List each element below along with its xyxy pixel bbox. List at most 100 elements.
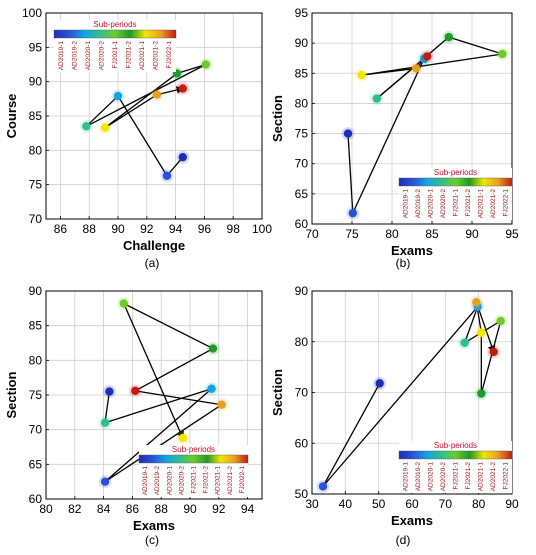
x-tick-label: 70 bbox=[439, 497, 453, 511]
data-point bbox=[217, 400, 226, 409]
trajectory-segment bbox=[134, 347, 214, 392]
trajectory-segment bbox=[104, 404, 223, 483]
trajectory-segment bbox=[104, 391, 111, 423]
y-tick-label: 90 bbox=[29, 75, 43, 89]
legend-background bbox=[54, 20, 176, 72]
legend-background bbox=[139, 445, 248, 497]
legend-label: AD2021-1 bbox=[139, 41, 146, 71]
data-point bbox=[375, 379, 384, 388]
x-tick-label: 95 bbox=[505, 227, 519, 241]
trajectory-segment bbox=[135, 390, 222, 406]
legend-label: AD2019-1 bbox=[402, 462, 409, 492]
chart-panel-b: 70 75 80 85 90 95 60 65 70 75 80 85 90 95 Exams Section… bbox=[270, 6, 519, 258]
y-tick-label: 80 bbox=[295, 335, 309, 349]
legend-label: AD2021-2 bbox=[153, 41, 160, 71]
data-point bbox=[357, 70, 366, 80]
x-tick-label: 100 bbox=[252, 222, 272, 236]
trajectory-segment bbox=[322, 306, 479, 487]
legend-label: AD2019-2 bbox=[415, 462, 422, 492]
trajectory-segment bbox=[176, 63, 207, 75]
y-tick-label: 70 bbox=[29, 423, 43, 437]
legend-colorbar bbox=[53, 29, 177, 39]
y-tick-label: 90 bbox=[29, 284, 43, 298]
data-point bbox=[208, 344, 218, 353]
x-tick-label: 30 bbox=[305, 497, 319, 511]
y-tick-label: 85 bbox=[29, 319, 43, 333]
legend: Sub-periods AD2019-1 AD2019-2 AD2020-1 AD202… bbox=[398, 441, 513, 493]
x-tick-label: 90 bbox=[183, 502, 197, 516]
trajectory-segment bbox=[448, 36, 503, 55]
trajectory-segment bbox=[123, 302, 214, 350]
y-tick-label: 65 bbox=[29, 457, 43, 471]
legend-label: AD2019-1 bbox=[402, 189, 409, 219]
data-point bbox=[162, 171, 172, 180]
data-point bbox=[477, 328, 486, 337]
trajectory-segment bbox=[123, 303, 184, 440]
data-point bbox=[489, 347, 498, 357]
legend-label: AD2021-2 bbox=[227, 466, 234, 496]
legend-label: AD2019-1 bbox=[142, 466, 149, 496]
trajectory-segment bbox=[352, 58, 425, 214]
y-tick-label: 80 bbox=[29, 143, 43, 157]
data-point bbox=[131, 386, 140, 396]
data-point bbox=[348, 208, 357, 218]
legend-label: AD2019-1 bbox=[58, 41, 65, 71]
y-tick-label: 80 bbox=[295, 96, 309, 110]
data-point bbox=[477, 389, 486, 398]
x-axis-title: Exams bbox=[391, 243, 433, 258]
data-point bbox=[372, 94, 381, 103]
y-tick-label: 70 bbox=[29, 212, 43, 226]
legend-label: FJ2022-1 bbox=[503, 462, 510, 490]
legend-label: AD2020-2 bbox=[98, 41, 105, 71]
y-tick-label: 75 bbox=[29, 388, 43, 402]
x-tick-label: 75 bbox=[345, 227, 359, 241]
legend: Sub-periods AD2019-1 AD2019-2 AD2020-1 AD202… bbox=[53, 20, 177, 72]
y-tick-label: 75 bbox=[295, 127, 309, 141]
y-tick-label: 60 bbox=[295, 436, 309, 450]
legend-label: FJ2021-1 bbox=[453, 189, 460, 217]
trajectory-segment bbox=[85, 95, 119, 127]
legend-label: AD2020-2 bbox=[178, 466, 185, 496]
data-point bbox=[100, 418, 110, 427]
data-point bbox=[423, 52, 432, 61]
x-tick-label: 86 bbox=[54, 222, 68, 236]
legend-label: AD2020-1 bbox=[427, 189, 434, 219]
y-tick-label: 70 bbox=[295, 386, 309, 400]
legend-label: FJ2021-1 bbox=[112, 41, 119, 69]
x-tick-label: 60 bbox=[405, 497, 419, 511]
y-axis-title: Course bbox=[4, 94, 19, 139]
x-axis-title: Exams bbox=[391, 513, 433, 528]
legend-label: AD2020-1 bbox=[427, 462, 434, 492]
data-point bbox=[105, 387, 114, 396]
data-point bbox=[119, 299, 128, 308]
chart-panel-d: 30 40 50 60 70 80 90 50 60 70 80 90 Exams Section Sub-… bbox=[270, 284, 519, 528]
x-tick-label: 84 bbox=[97, 502, 111, 516]
legend-label: AD2020-1 bbox=[85, 41, 92, 71]
legend-label: FJ2021-2 bbox=[203, 466, 210, 494]
legend: Sub-periods AD2019-1 AD2019-2 AD2020-1 AD202… bbox=[398, 168, 513, 220]
legend-label: AD2019-2 bbox=[415, 189, 422, 219]
data-point bbox=[100, 123, 110, 132]
x-tick-label: 98 bbox=[227, 222, 241, 236]
data-point bbox=[460, 338, 469, 347]
panel-label: (c) bbox=[145, 533, 159, 547]
x-tick-label: 82 bbox=[68, 502, 82, 516]
data-point bbox=[411, 64, 421, 73]
x-axis-title: Challenge bbox=[123, 238, 185, 253]
x-tick-label: 70 bbox=[305, 227, 319, 241]
legend: Sub-periods AD2019-1 AD2019-2 AD2020-1 AD202… bbox=[138, 445, 249, 497]
data-point bbox=[318, 482, 328, 491]
data-point bbox=[178, 153, 187, 162]
legend-label: AD2021-1 bbox=[478, 189, 485, 219]
x-tick-label: 80 bbox=[472, 497, 486, 511]
y-tick-label: 85 bbox=[29, 109, 43, 123]
y-tick-label: 75 bbox=[29, 178, 43, 192]
data-point bbox=[201, 60, 211, 69]
data-point bbox=[178, 84, 187, 93]
data-point bbox=[82, 122, 91, 131]
x-tick-label: 80 bbox=[39, 502, 53, 516]
legend-label: AD2019-2 bbox=[154, 466, 161, 496]
chart-panel-c: 80 82 84 86 88 90 92 94 60 65 70 75 80 85 90 Exams Secti… bbox=[4, 284, 263, 533]
